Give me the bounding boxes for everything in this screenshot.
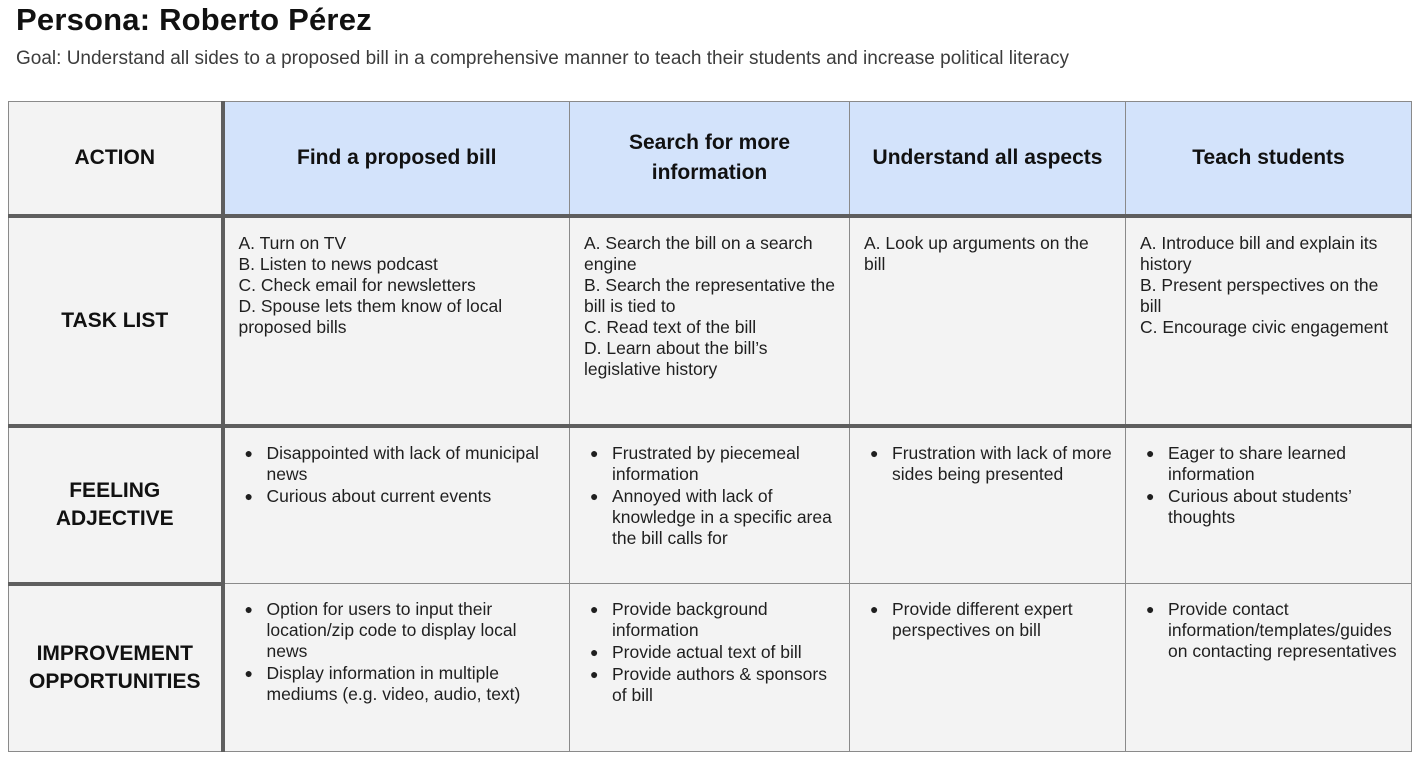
task-item: B. Present perspectives on the bill	[1140, 274, 1379, 316]
bullet-icon: ●	[870, 601, 879, 617]
item-text: Provide different expert perspectives on…	[892, 599, 1073, 640]
bullet-icon: ●	[244, 487, 253, 504]
feeling-item: ● Curious about students’ thoughts	[1140, 486, 1399, 528]
bullet-icon: ●	[590, 644, 599, 660]
row-label-line: IMPROVEMENT	[36, 642, 193, 666]
feeling-item: ● Disappointed with lack of municipal new…	[239, 443, 558, 485]
improvement-cell: ● Provide different expert perspectives o…	[849, 583, 1126, 752]
feeling-item: ● Frustrated by piecemeal information	[584, 443, 837, 485]
improvement-item: ● Provide actual text of bill	[584, 642, 837, 663]
improvement-cell: ● Provide contact information/templates/g…	[1125, 583, 1412, 752]
item-text: Provide background information	[612, 599, 768, 640]
task-list-row: TASK LIST A. Turn on TV B. Listen to news…	[8, 215, 1412, 428]
item-text: Frustrated by piecemeal information	[612, 442, 800, 484]
bullet-icon: ●	[244, 601, 253, 617]
persona-title: Persona: Roberto Pérez	[16, 2, 372, 37]
feeling-cell: ● Frustrated by piecemeal information ● Ann…	[569, 425, 850, 584]
item-text: Provide contact information/templates/gu…	[1168, 599, 1397, 661]
persona-goal: Goal: Understand all sides to a proposed…	[16, 48, 1069, 69]
task-cell: A. Introduce bill and explain its histor…	[1125, 215, 1412, 428]
row-label-line: ADJECTIVE	[55, 506, 174, 530]
feeling-item: ● Annoyed with lack of knowledge in a spe…	[584, 486, 837, 549]
feeling-row: FEELING ADJECTIVE ● Disappointed with lac…	[8, 425, 1412, 586]
task-item: A. Turn on TV	[238, 232, 347, 253]
item-text: Provide actual text of bill	[612, 642, 802, 662]
row-label-action: ACTION	[8, 101, 225, 218]
row-label-line: OPPORTUNITIES	[28, 670, 201, 694]
bullet-icon: ●	[590, 666, 599, 682]
feeling-cell: ● Disappointed with lack of municipal new…	[222, 425, 570, 584]
task-item: A. Introduce bill and explain its histor…	[1140, 232, 1378, 274]
bullet-icon: ●	[244, 665, 253, 681]
task-cell: A. Turn on TV B. Listen to news podcast C.…	[222, 215, 570, 428]
bullet-icon: ●	[590, 444, 599, 461]
row-label-improvement: IMPROVEMENT OPPORTUNITIES	[8, 583, 225, 752]
task-item: A. Look up arguments on the bill	[864, 232, 1089, 274]
item-text: Eager to share learned information	[1168, 442, 1347, 484]
task-item: D. Learn about the bill’s legislative hi…	[584, 337, 768, 379]
task-item: B. Search the representative the bill is…	[584, 274, 835, 316]
row-label-line: FEELING	[69, 478, 161, 502]
bullet-icon: ●	[590, 487, 599, 504]
feeling-cell: ● Frustration with lack of more sides bei…	[849, 425, 1126, 584]
item-text: Curious about current events	[266, 485, 492, 506]
task-item: B. Listen to news podcast	[238, 253, 438, 274]
bullet-icon: ●	[244, 444, 253, 461]
task-cell: A. Look up arguments on the bill	[849, 215, 1126, 428]
task-item: C. Encourage civic engagement	[1140, 316, 1389, 337]
task-cell: A. Search the bill on a search engine B. …	[569, 215, 850, 428]
stage-header: Find a proposed bill	[222, 101, 570, 218]
feeling-item: ● Frustration with lack of more sides bei…	[864, 443, 1113, 485]
improvement-item: ● Provide background information	[584, 599, 837, 641]
item-text: Frustration with lack of more sides bein…	[892, 442, 1112, 484]
item-text: Option for users to input their location…	[266, 599, 517, 661]
feeling-item: ● Eager to share learned information	[1140, 443, 1399, 485]
item-text: Annoyed with lack of knowledge in a spec…	[612, 485, 832, 548]
bullet-icon: ●	[590, 601, 599, 617]
stage-header-row: ACTION Find a proposed bill Search for m…	[8, 101, 1412, 218]
bullet-icon: ●	[870, 444, 879, 461]
stage-header: Understand all aspects	[849, 101, 1126, 218]
improvement-item: ● Display information in multiple mediums…	[239, 663, 558, 705]
item-text: Curious about students’ thoughts	[1168, 485, 1352, 527]
improvement-item: ● Provide different expert perspectives o…	[864, 599, 1113, 641]
bullet-icon: ●	[1146, 487, 1155, 504]
improvement-item: ● Provide contact information/templates/g…	[1140, 599, 1399, 662]
task-item: A. Search the bill on a search engine	[584, 232, 813, 274]
feeling-cell: ● Eager to share learned information ● Curi…	[1125, 425, 1412, 584]
row-label-feeling: FEELING ADJECTIVE	[8, 425, 225, 586]
stage-header: Teach students	[1125, 101, 1412, 218]
stage-header: Search for more information	[569, 101, 850, 218]
improvement-item: ● Provide authors & sponsors of bill	[584, 664, 837, 706]
item-text: Provide authors & sponsors of bill	[612, 664, 827, 705]
improvement-cell: ● Provide background information ● Provide …	[569, 583, 850, 752]
feeling-item: ● Curious about current events	[239, 486, 558, 507]
task-item: C. Check email for newsletters	[238, 274, 476, 295]
improvement-cell: ● Option for users to input their locatio…	[222, 583, 570, 752]
item-text: Disappointed with lack of municipal news	[266, 442, 539, 484]
improvement-row: IMPROVEMENT OPPORTUNITIES ● Option for us…	[8, 583, 1412, 752]
journey-table: ACTION Find a proposed bill Search for m…	[8, 101, 1412, 752]
bullet-icon: ●	[1146, 601, 1155, 617]
item-text: Display information in multiple mediums …	[266, 663, 521, 704]
bullet-icon: ●	[1146, 444, 1155, 461]
task-item: C. Read text of the bill	[584, 316, 757, 337]
improvement-item: ● Option for users to input their locatio…	[239, 599, 558, 662]
task-item: D. Spouse lets them know of local propos…	[238, 295, 503, 337]
row-label-task-list: TASK LIST	[8, 215, 225, 428]
